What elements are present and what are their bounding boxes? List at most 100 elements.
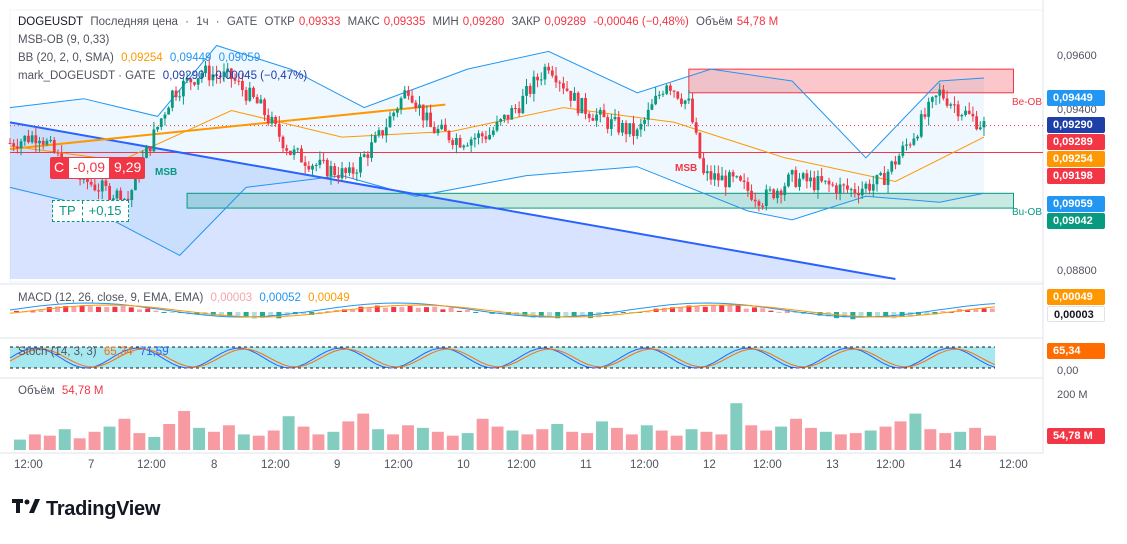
candle-body (429, 112, 432, 128)
candle-body (34, 135, 38, 144)
candle-body (665, 85, 669, 94)
volume-bar (163, 424, 176, 450)
macd-bar-down (612, 312, 618, 316)
macd-bar-down (243, 312, 249, 318)
macd-bar-down (907, 312, 913, 317)
candle-body (975, 116, 978, 130)
time-label: 12:00 (384, 459, 413, 471)
high-label: МАКС (347, 16, 380, 28)
volume-bar (909, 413, 922, 450)
candle-body (875, 174, 879, 185)
candle-body (381, 130, 385, 136)
candle-body (849, 189, 853, 191)
legend-mark[interactable]: mark_DOGEUSDT · GATE 0,09290 -0,00045 (−… (18, 70, 311, 82)
macd-bar-down (579, 312, 585, 317)
candle-body (790, 170, 794, 175)
legend-stoch[interactable]: Stoch (14, 3, 3) 65,34 71,59 (18, 346, 173, 358)
macd-bar-down (268, 312, 274, 316)
symbol-name[interactable]: DOGEUSDT (18, 16, 84, 28)
candle-body (388, 116, 392, 128)
macd-bar-up (784, 311, 790, 313)
macd-bar-down (793, 312, 798, 313)
candle-body (934, 95, 938, 98)
candle-body (971, 113, 975, 117)
volume-bar (222, 425, 235, 450)
time-label: 8 (211, 459, 218, 471)
change-value: -0,00046 (−0,48%) (593, 16, 689, 28)
volume-bar (28, 434, 41, 450)
candle-body (569, 90, 573, 101)
candle-body (395, 109, 399, 113)
candle-body (798, 178, 801, 187)
macd-bar-down (219, 312, 224, 317)
candle-body (196, 78, 200, 85)
candle-body (462, 145, 466, 148)
candle-body (960, 114, 964, 117)
time-label: 9 (334, 459, 341, 471)
candle-body (584, 97, 587, 114)
macd-bar-up (702, 306, 708, 312)
macd-bar-down (916, 312, 921, 315)
bb-lower-value: 0,09059 (218, 52, 261, 64)
volume-bar (819, 431, 832, 450)
candle-body (425, 112, 429, 121)
tp-tag[interactable]: TP +0,15 (52, 200, 129, 222)
candle-body (473, 137, 477, 140)
interval[interactable]: 1ч (196, 16, 209, 28)
time-label: 12:00 (137, 459, 166, 471)
candle-body (181, 80, 185, 97)
candle-body (307, 165, 311, 170)
candle-body (953, 104, 956, 106)
legend-bb[interactable]: BB (20, 2, 0, SMA) 0,09254 0,09449 0,090… (18, 52, 264, 64)
macd-bar-up (358, 306, 364, 312)
candle-body (543, 66, 547, 80)
bb-basis-value: 0,09254 (121, 52, 163, 64)
candle-body (775, 190, 779, 199)
candle-body (189, 78, 193, 83)
candle-body (927, 101, 931, 117)
candle-body (772, 189, 776, 199)
low-value: 0,09280 (462, 16, 505, 28)
candle-body (787, 174, 790, 187)
candle-body (443, 124, 447, 131)
candle-body (812, 177, 816, 191)
legend-macd[interactable]: MACD (12, 26, close, 9, EMA, EMA) 0,0000… (18, 292, 354, 304)
axis-tick-stoch-zero: 0,00 (1057, 365, 1079, 377)
candle-body (724, 175, 728, 188)
legend-volume[interactable]: Объём 54,78 M (18, 385, 107, 397)
tradingview-mark-icon (12, 498, 40, 521)
candle-body (322, 159, 325, 161)
candle-body (148, 146, 152, 152)
volume-bar (655, 430, 668, 450)
candle-body (226, 68, 230, 72)
position-tag[interactable]: C -0,09 9,29 (50, 157, 146, 179)
candle-body (525, 85, 528, 96)
macd-bar-up (735, 305, 741, 312)
candle-body (635, 129, 639, 136)
candle-body (967, 110, 971, 114)
candle-body (879, 173, 883, 175)
macd-bar-up (645, 311, 651, 313)
volume-bar (954, 431, 967, 450)
macd-bar-up (661, 307, 667, 312)
candle-body (355, 172, 359, 174)
volume-bar (252, 435, 265, 450)
macd-bar-up (38, 310, 44, 312)
candle-body (779, 190, 783, 196)
stoch-label: Stoch (14, 3, 3) (18, 346, 97, 358)
candle-body (705, 171, 709, 174)
volume-bar (446, 435, 459, 450)
legend-msb-ob[interactable]: MSB-OB (9, 0,33) (18, 34, 113, 46)
candle-body (654, 95, 658, 105)
time-label: 12:00 (507, 459, 536, 471)
candle-body (344, 168, 348, 173)
candle-body (617, 116, 621, 133)
trendline-blue (9, 121, 896, 281)
tradingview-logo[interactable]: TradingView (12, 498, 160, 521)
candle-body (916, 136, 919, 139)
macd-bar-down (858, 312, 864, 318)
macd-bar-down (497, 312, 503, 314)
macd-bar-up (743, 308, 749, 312)
candle-body (351, 167, 355, 174)
